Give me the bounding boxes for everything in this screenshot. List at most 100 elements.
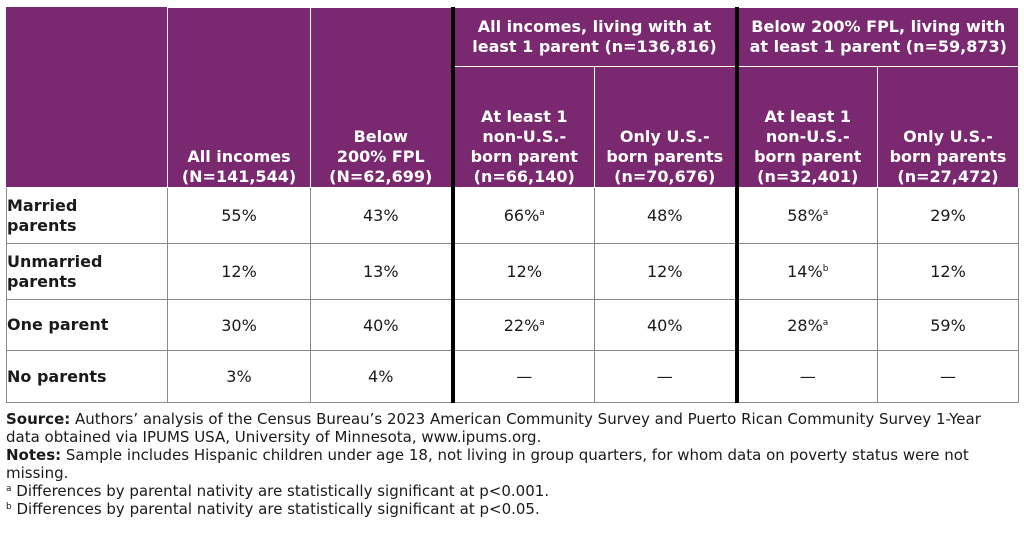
table-row: Unmarried parents 12% 13% 12% 12% 14%b 1… xyxy=(6,243,1020,300)
cell-value: 3% xyxy=(226,367,252,386)
notes-text: Sample includes Hispanic children under … xyxy=(6,446,969,482)
cell-value: — xyxy=(940,367,957,386)
cell-value: 30% xyxy=(221,315,257,335)
source-note: Source: Authors’ analysis of the Census … xyxy=(6,410,1016,446)
row-label-line: One parent xyxy=(7,315,109,334)
table-cell: 58%a xyxy=(734,187,879,244)
table-cell: 55% xyxy=(167,187,311,244)
source-text: Authors’ analysis of the Census Bureau’s… xyxy=(6,410,981,446)
col-header-line: Only U.S.- xyxy=(903,127,993,146)
col-header-below-fpl-non-us-born: At least 1 non-U.S.- born parent (n=32,4… xyxy=(734,66,879,188)
cell-value: 12% xyxy=(221,262,257,281)
col-header-line: non-U.S.- xyxy=(765,127,850,146)
table-cell: — xyxy=(450,350,595,403)
cell-value: — xyxy=(516,367,533,386)
table-cell: 30% xyxy=(167,299,311,351)
footnote-b: b Differences by parental nativity are s… xyxy=(6,500,1016,518)
table-row: No parents 3% 4% — — — — xyxy=(6,350,1020,403)
col-header-line: (N=141,544) xyxy=(181,167,297,186)
cell-value: 12% xyxy=(506,262,543,281)
notes-label: Notes: xyxy=(6,446,62,464)
col-header-line: (n=66,140) xyxy=(473,167,575,186)
footnote-marker: a xyxy=(822,208,829,218)
col-header-line: At least 1 xyxy=(480,107,568,126)
group-header-below-200-fpl: Below 200% FPL, living with at least 1 p… xyxy=(734,7,1020,67)
table-cell: — xyxy=(734,350,879,403)
cell-value: 29% xyxy=(930,206,966,225)
group-header-all-incomes: All incomes, living with at least 1 pare… xyxy=(450,7,738,67)
footnote-b-mark: b xyxy=(6,502,12,512)
col-header-line: Only U.S.- xyxy=(619,127,710,146)
row-label: One parent xyxy=(6,299,168,351)
table-cell: 40% xyxy=(593,299,738,351)
row-label-line: Unmarried xyxy=(7,251,103,271)
row-label: Unmarried parents xyxy=(6,243,168,300)
footnote-marker: b xyxy=(822,264,829,274)
row-label: Married parents xyxy=(6,187,168,244)
footnote-marker: a xyxy=(822,317,829,328)
row-label-line: parents xyxy=(7,271,77,291)
table-cell: 12% xyxy=(450,243,595,300)
cell-value: 43% xyxy=(362,206,399,225)
row-label-line: parents xyxy=(7,215,77,235)
corner-header-cell xyxy=(6,7,168,188)
table-cell: 13% xyxy=(310,243,453,300)
col-header-line: At least 1 xyxy=(764,107,852,126)
col-header-all-incomes: All incomes (N=141,544) xyxy=(167,7,311,188)
col-header-below-200-fpl: Below 200% FPL (N=62,699) xyxy=(310,7,453,188)
table-cell: 28%a xyxy=(734,299,879,351)
col-header-line: born parents xyxy=(606,147,724,166)
col-header-line: (n=70,676) xyxy=(614,167,716,186)
table-cell: — xyxy=(877,350,1020,403)
table-cell: 59% xyxy=(877,299,1020,351)
col-header-line: (n=32,401) xyxy=(757,167,859,186)
cell-value: 59% xyxy=(930,315,966,335)
table-cell: 48% xyxy=(593,187,738,244)
data-table: All incomes (N=141,544) Below 200% FPL (… xyxy=(6,7,1020,403)
cell-value: 66% xyxy=(503,206,540,225)
col-header-all-incomes-us-born: Only U.S.- born parents (n=70,676) xyxy=(593,66,738,188)
col-header-line: All incomes xyxy=(187,147,291,166)
col-header-line: Below xyxy=(353,127,408,146)
table-cell: 3% xyxy=(167,350,311,403)
footnote-b-text: Differences by parental nativity are sta… xyxy=(11,500,540,518)
table-cell: 14%b xyxy=(734,243,879,300)
footnote-marker: a xyxy=(539,317,545,328)
col-header-line: born parents xyxy=(889,147,1007,166)
footnote-a: a Differences by parental nativity are s… xyxy=(6,482,1016,500)
cell-value: — xyxy=(799,367,816,386)
col-header-line: born parent xyxy=(754,147,862,166)
table-cell: 40% xyxy=(310,299,453,351)
cell-value: 48% xyxy=(646,206,683,225)
col-header-line: 200% FPL xyxy=(336,147,425,166)
col-header-all-incomes-non-us-born: At least 1 non-U.S.- born parent (n=66,1… xyxy=(450,66,595,188)
cell-value: 13% xyxy=(362,262,399,281)
table-cell: 43% xyxy=(310,187,453,244)
source-label: Source: xyxy=(6,410,71,428)
table-cell: 4% xyxy=(310,350,453,403)
table-cell: 66%a xyxy=(450,187,595,244)
table-cell: 12% xyxy=(877,243,1020,300)
footnote-a-mark: a xyxy=(6,484,12,494)
table-row: Married parents 55% 43% 66%a 48% 58%a 29… xyxy=(6,187,1020,244)
notes-note: Notes: Sample includes Hispanic children… xyxy=(6,446,1016,482)
cell-value: 28% xyxy=(787,315,823,335)
table-cell: 12% xyxy=(167,243,311,300)
cell-value: 14% xyxy=(787,262,823,281)
row-label: No parents xyxy=(6,350,168,403)
cell-value: — xyxy=(656,367,673,386)
footnote-marker: a xyxy=(539,208,545,218)
row-label-line: No parents xyxy=(7,366,107,386)
col-header-below-fpl-us-born: Only U.S.- born parents (n=27,472) xyxy=(877,66,1020,188)
col-header-line: born parent xyxy=(470,147,578,166)
col-header-line: (N=62,699) xyxy=(329,167,433,186)
col-header-line: (n=27,472) xyxy=(897,167,999,186)
table-cell: 29% xyxy=(877,187,1020,244)
cell-value: 55% xyxy=(221,206,257,225)
cell-value: 4% xyxy=(368,367,394,386)
cell-value: 12% xyxy=(930,262,966,281)
col-header-line: non-U.S.- xyxy=(482,127,567,146)
table-cell: — xyxy=(593,350,738,403)
table-row: One parent 30% 40% 22%a 40% 28%a 59% xyxy=(6,299,1020,351)
cell-value: 40% xyxy=(362,315,399,335)
